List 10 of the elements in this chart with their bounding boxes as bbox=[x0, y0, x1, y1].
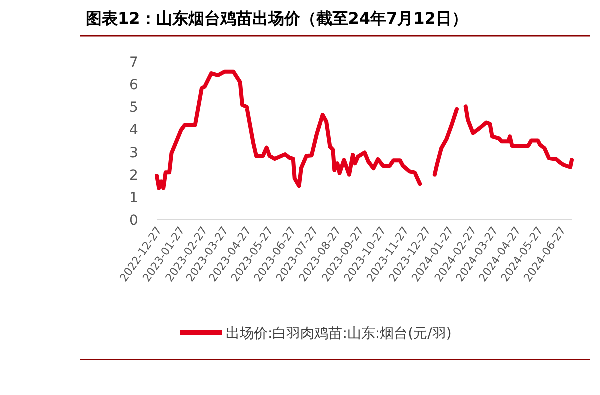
y-tick-label: 2 bbox=[130, 168, 138, 184]
y-tick-label: 3 bbox=[130, 145, 138, 162]
chart-title: 图表12：山东烟台鸡苗出场价（截至24年7月12日） bbox=[86, 9, 468, 28]
y-tick-label: 1 bbox=[130, 190, 138, 206]
y-tick-label: 4 bbox=[130, 122, 139, 139]
y-tick-label: 5 bbox=[130, 100, 138, 116]
legend-label: 出场价:白羽肉鸡苗:山东:烟台(元/羽) bbox=[226, 326, 452, 342]
y-tick-label: 6 bbox=[130, 78, 139, 94]
y-tick-label: 7 bbox=[130, 55, 138, 71]
y-tick-label: 0 bbox=[130, 213, 138, 229]
